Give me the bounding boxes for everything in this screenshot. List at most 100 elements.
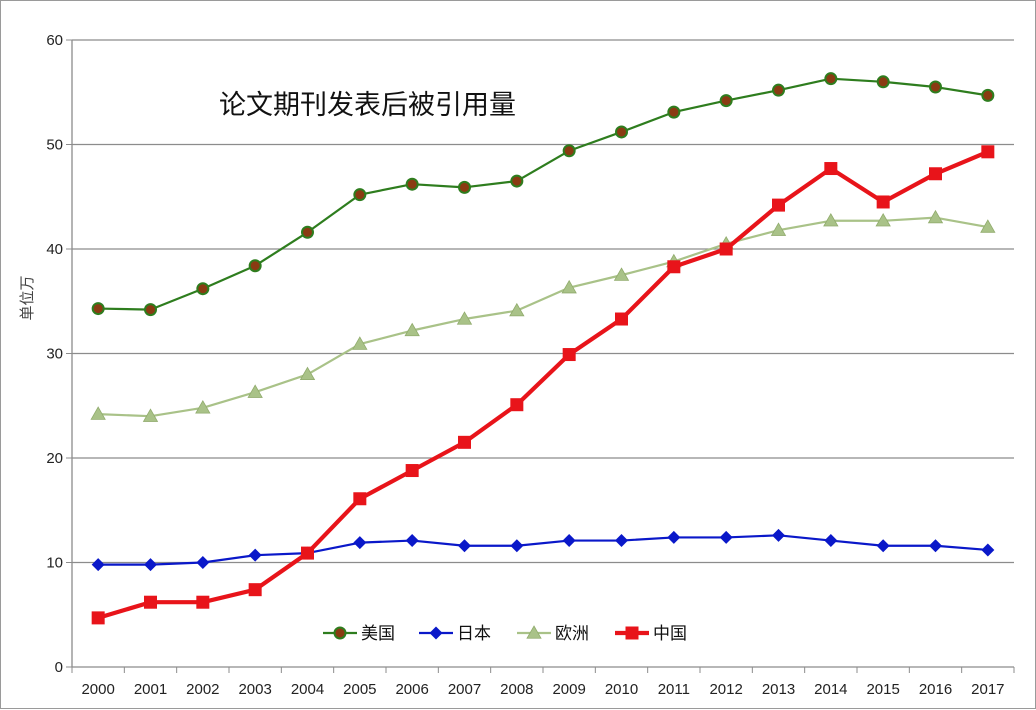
x-tick-label: 2014 [814, 681, 847, 698]
data-point [824, 162, 838, 176]
x-tick-label: 2000 [81, 681, 114, 698]
y-tick-label: 0 [55, 659, 63, 676]
x-tick-label: 2016 [919, 681, 952, 698]
legend-item: 日本 [419, 624, 491, 644]
legend-item: 中国 [615, 624, 687, 644]
x-tick-label: 2008 [500, 681, 533, 698]
data-point [772, 83, 785, 97]
data-point [929, 539, 942, 553]
data-point [510, 539, 524, 553]
data-point [510, 174, 524, 188]
data-point [456, 311, 473, 325]
chart-title: 论文期刊发表后被引用量 [219, 90, 516, 121]
data-point [824, 534, 838, 548]
data-point [405, 534, 419, 548]
data-point [353, 188, 367, 202]
legend-marker [333, 626, 347, 640]
data-point [981, 543, 995, 557]
data-point [248, 259, 262, 273]
x-tick-label: 2006 [395, 681, 428, 698]
data-point [772, 528, 785, 542]
data-point [876, 539, 890, 553]
data-point [981, 88, 995, 102]
data-point [615, 534, 628, 548]
x-tick-label: 2010 [605, 681, 638, 698]
data-point [196, 556, 210, 569]
series-square [91, 145, 995, 625]
data-point [353, 536, 367, 550]
data-point [195, 400, 211, 414]
y-tick-label: 50 [46, 137, 63, 154]
x-tick-label: 2002 [186, 681, 219, 698]
y-axis-label: 单位万 [18, 275, 36, 320]
y-tick-label: 60 [46, 32, 63, 49]
legend-label: 日本 [457, 624, 491, 644]
data-point [405, 464, 419, 478]
data-point [719, 242, 733, 256]
x-tick-label: 2007 [448, 681, 481, 698]
data-point [615, 312, 628, 326]
data-point [196, 282, 210, 296]
axes: 0 10 20 30 40 50 60 2000 2001 2002 2003 2004 2005 200… [46, 32, 1015, 698]
data-point [561, 279, 577, 294]
data-point [301, 546, 314, 560]
data-point [353, 492, 367, 506]
data-point [823, 212, 839, 227]
data-point [770, 222, 787, 236]
data-point [196, 595, 210, 609]
data-point [247, 384, 263, 398]
legend-item: 美国 [323, 624, 395, 644]
data-point [929, 80, 942, 94]
data-point [613, 267, 630, 281]
data-point [772, 198, 785, 212]
data-point [91, 611, 105, 625]
data-point [405, 177, 419, 191]
data-point [91, 558, 105, 572]
data-point [458, 180, 471, 194]
data-point [142, 408, 159, 422]
legend-marker [625, 626, 639, 640]
data-point [144, 595, 157, 609]
data-point [562, 144, 576, 158]
data-point [719, 530, 733, 544]
data-point [144, 303, 157, 317]
data-point [980, 219, 996, 233]
y-tick-label: 30 [46, 346, 63, 363]
series-line [97, 149, 989, 620]
series-line [98, 534, 988, 566]
data-point [248, 548, 262, 562]
data-point [981, 145, 995, 159]
data-point [509, 302, 525, 317]
x-tick-label: 2005 [343, 681, 376, 698]
legend-label: 欧洲 [555, 624, 589, 644]
data-point [90, 406, 106, 420]
data-point [510, 398, 524, 412]
series-layer [90, 72, 996, 625]
data-point [562, 348, 576, 362]
legend-label: 美国 [361, 624, 395, 644]
series-diamond [91, 528, 995, 572]
legend-label: 中国 [653, 624, 687, 644]
x-tick-label: 2015 [866, 681, 899, 698]
data-point [876, 195, 890, 209]
data-point [144, 558, 157, 572]
data-point [299, 366, 316, 381]
x-tick-label: 2012 [709, 681, 742, 698]
data-point [927, 209, 944, 224]
series-circle [91, 72, 995, 317]
data-point [876, 75, 890, 89]
x-tick-label: 2001 [134, 681, 167, 698]
data-point [458, 539, 471, 553]
data-point [562, 534, 576, 548]
legend-marker [526, 625, 542, 639]
y-tick-label: 10 [46, 555, 63, 572]
x-tick-label: 2017 [971, 681, 1004, 698]
x-tick-label: 2011 [658, 681, 690, 698]
data-point [615, 125, 628, 139]
data-point [248, 583, 262, 597]
series-line [98, 216, 989, 418]
data-point [301, 225, 314, 239]
legend-marker [429, 626, 443, 640]
